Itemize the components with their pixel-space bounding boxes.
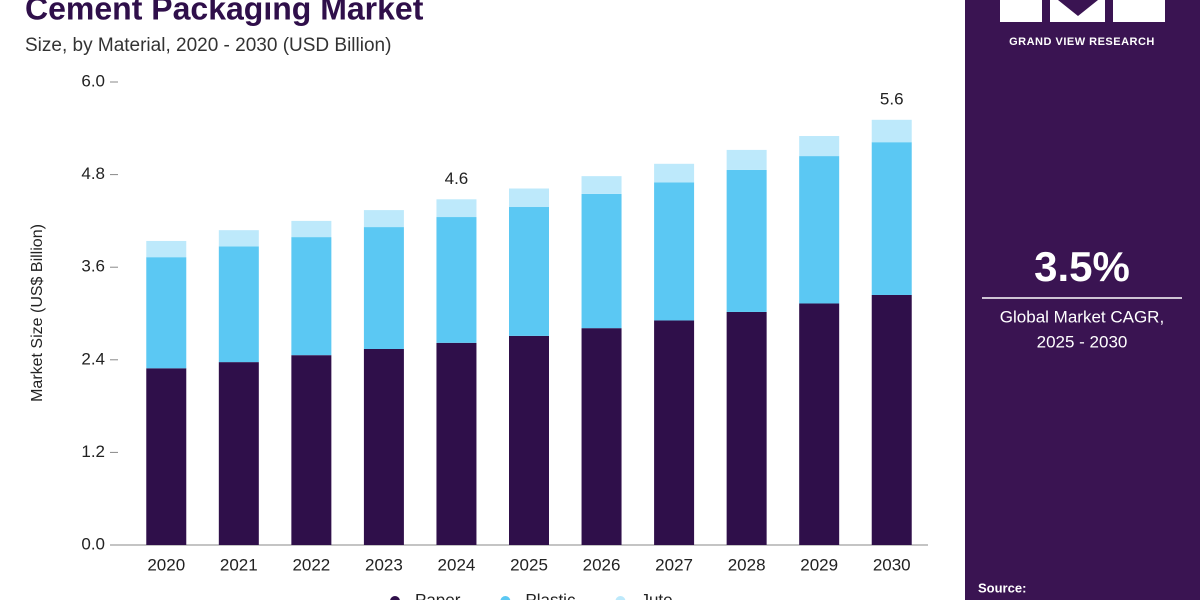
bar-segment [581,328,622,545]
x-tick-label: 2023 [365,555,403,574]
bar-segment [509,188,549,208]
annotation: 4.6 [445,169,469,188]
y-tick-label: 3.6 [81,257,105,276]
bar-segment [146,368,187,545]
y-tick-label: 6.0 [81,71,105,90]
bar-segment [363,348,404,545]
bar-segment [218,362,259,545]
bar-segment [436,199,477,218]
bar-segment [726,311,767,545]
bar-segment [436,217,477,343]
chart-title: Cement Packaging Market [25,0,424,26]
x-tick-label: 2026 [583,555,621,574]
bar-segment [218,230,259,247]
x-tick-label: 2029 [800,555,838,574]
bar-segment [799,303,840,545]
brand: GRAND VIEW RESEARCH [1009,36,1155,48]
bar-segment [146,240,187,258]
source: Source: [978,580,1026,595]
legend-swatch [500,596,511,600]
bar-segment [436,342,477,545]
bar-segment [726,149,767,170]
legend-swatch [615,596,626,600]
bar-segment [581,193,622,329]
cagr-caption: 2025 - 2030 [1037,332,1128,351]
y-tick-label: 1.2 [81,442,105,461]
x-tick-label: 2024 [438,555,476,574]
bar-segment [581,176,622,194]
x-tick-label: 2027 [655,555,693,574]
x-tick-label: 2022 [292,555,330,574]
sidebar [965,0,1200,600]
bar-segment [363,227,404,349]
bar-segment [146,257,187,369]
y-tick-label: 4.8 [81,164,105,183]
bar-segment [871,119,912,143]
logo [1000,0,1165,22]
bar-segment [509,335,549,545]
bar-segment [654,182,695,321]
cagr-caption: Global Market CAGR, [1000,307,1164,326]
bar-segment [799,156,840,304]
x-tick-label: 2025 [510,555,548,574]
bar-segment [291,355,332,545]
bar-segment [654,320,695,545]
bar-segment [726,169,767,312]
bar-segment [799,136,840,157]
y-axis-label: Market Size (US$ Billion) [29,224,46,402]
bar-segment [871,142,912,295]
bar-segment [871,294,912,545]
bar-segment [654,163,695,183]
legend-swatch [390,596,400,600]
x-tick-label: 2020 [147,555,185,574]
legend-label: Jute [640,590,672,600]
x-tick-label: 2021 [220,555,258,574]
bar-segment [291,220,332,238]
legend-label: Plastic [525,590,576,600]
bar-segment [509,207,549,336]
bar-segment [363,210,404,228]
annotation: 5.6 [880,89,904,108]
y-tick-label: 0.0 [81,534,105,553]
x-tick-label: 2030 [873,555,911,574]
y-tick-label: 2.4 [81,349,105,368]
cagr-value: 3.5% [1034,243,1130,290]
legend-label: Paper [415,590,461,600]
bar-segment [291,237,332,356]
bar-segment [218,246,259,363]
x-tick-label: 2028 [728,555,766,574]
chart-subtitle: Size, by Material, 2020 - 2030 (USD Bill… [25,35,391,56]
